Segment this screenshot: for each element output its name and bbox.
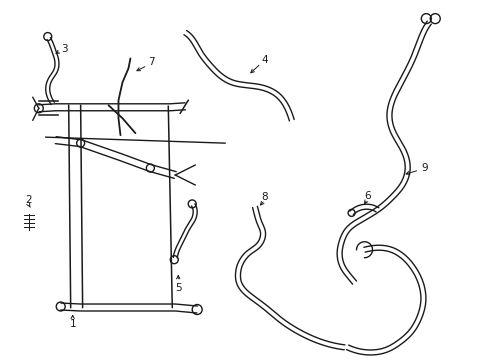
Text: 4: 4 [262, 55, 268, 66]
Text: 6: 6 [364, 191, 370, 201]
Text: 2: 2 [25, 195, 32, 205]
Text: 5: 5 [175, 283, 181, 293]
Text: 7: 7 [148, 58, 155, 67]
Text: 3: 3 [61, 44, 67, 54]
Text: 1: 1 [69, 319, 76, 329]
Text: 8: 8 [261, 192, 268, 202]
Text: 9: 9 [421, 163, 427, 173]
